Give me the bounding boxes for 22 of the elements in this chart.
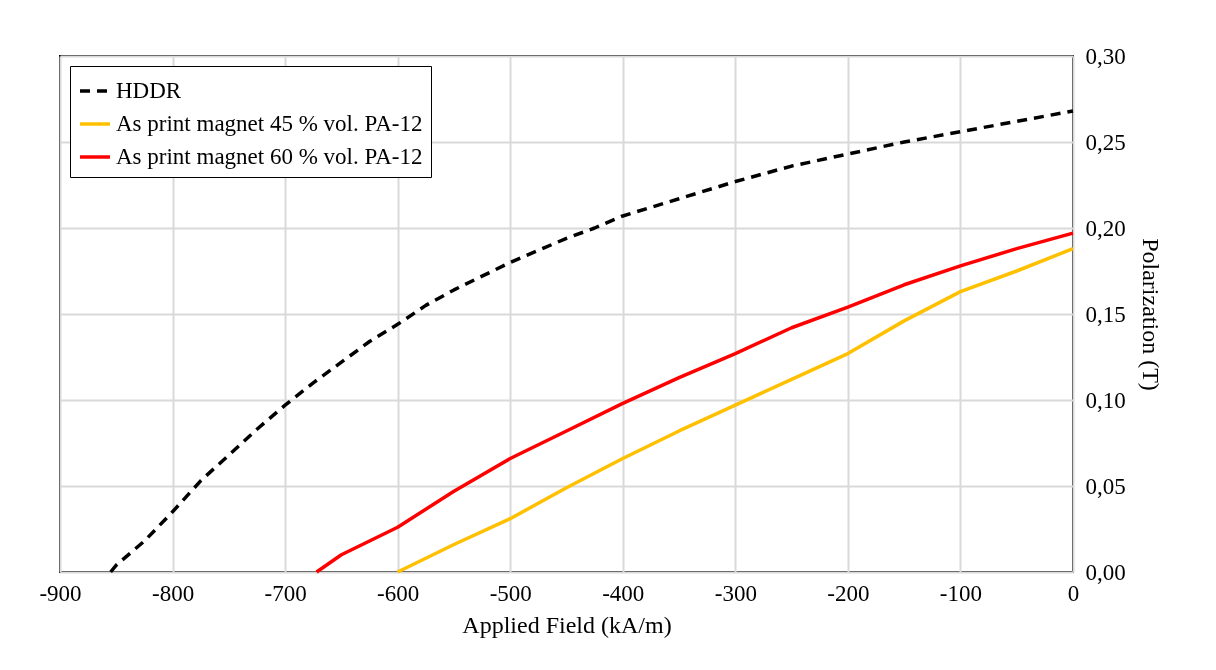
y-tick-label: 0,10: [1085, 387, 1126, 413]
x-tick-label: -500: [489, 580, 532, 606]
y-axis-title: Polarization (T): [1137, 238, 1164, 391]
x-tick-label: -700: [264, 580, 307, 606]
x-axis-title: Applied Field (kA/m): [462, 611, 672, 638]
y-tick-label: 0,00: [1085, 559, 1126, 585]
legend-label: As print magnet 60 % vol. PA-12: [116, 144, 423, 169]
x-tick-label: -800: [151, 580, 195, 606]
x-tick-label: 0: [1067, 580, 1080, 606]
y-tick-label: 0,20: [1085, 215, 1126, 241]
legend-label: HDDR: [116, 78, 182, 103]
y-tick-label: 0,25: [1085, 129, 1126, 155]
y-tick-label: 0,05: [1085, 473, 1126, 499]
x-tick-label: -400: [602, 580, 645, 606]
x-tick-label: -200: [827, 580, 870, 606]
y-tick-label: 0,15: [1085, 301, 1126, 327]
x-tick-label: -300: [714, 580, 757, 606]
x-tick-label: -900: [39, 580, 82, 606]
legend-label: As print magnet 45 % vol. PA-12: [116, 111, 423, 136]
x-tick-label: -600: [377, 580, 420, 606]
y-tick-label: 0,30: [1085, 43, 1126, 69]
x-tick-label: -100: [939, 580, 983, 606]
